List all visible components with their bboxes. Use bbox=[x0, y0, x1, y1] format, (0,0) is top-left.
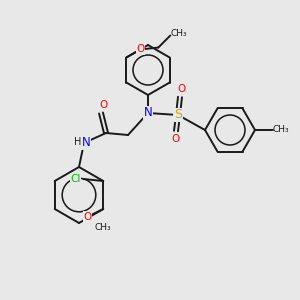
Text: O: O bbox=[99, 100, 107, 110]
Text: O: O bbox=[177, 84, 185, 94]
Text: N: N bbox=[144, 106, 152, 119]
Text: O: O bbox=[83, 212, 92, 222]
Text: S: S bbox=[174, 109, 182, 122]
Text: H: H bbox=[74, 137, 82, 147]
Text: N: N bbox=[82, 136, 90, 149]
Text: CH₃: CH₃ bbox=[170, 29, 187, 38]
Text: CH₃: CH₃ bbox=[95, 223, 112, 232]
Text: O: O bbox=[136, 44, 145, 55]
Text: O: O bbox=[171, 134, 179, 144]
Text: Cl: Cl bbox=[70, 174, 80, 184]
Text: CH₃: CH₃ bbox=[273, 125, 289, 134]
